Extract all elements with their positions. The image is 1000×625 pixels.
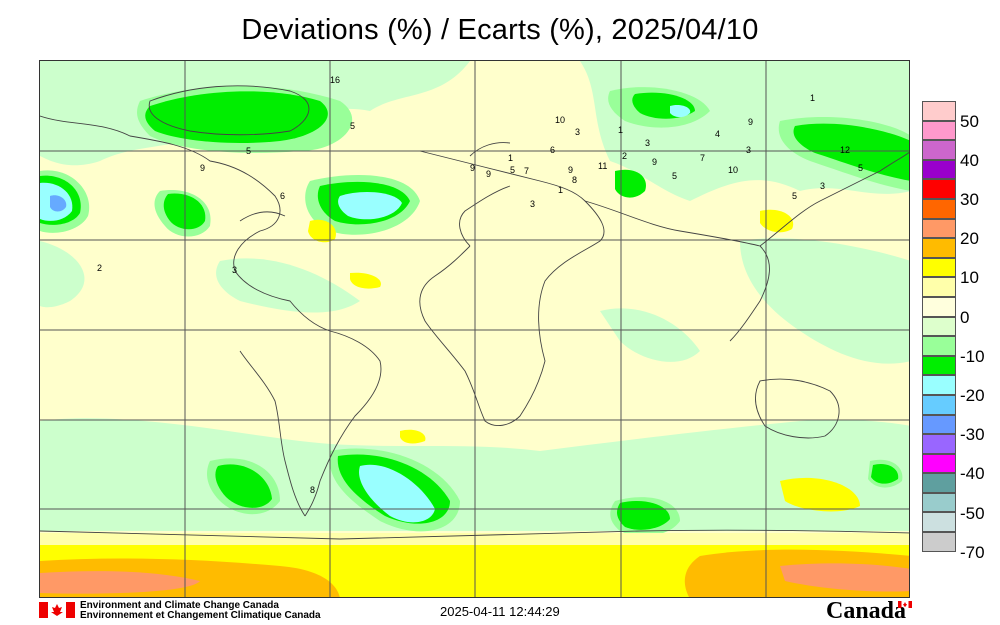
legend-swatch xyxy=(922,453,956,474)
legend-swatch xyxy=(922,414,956,435)
legend-swatch xyxy=(922,238,956,258)
station-value: 12 xyxy=(840,145,850,155)
station-value: 9 xyxy=(652,157,657,167)
color-legend xyxy=(922,101,956,552)
legend-label: 50 xyxy=(960,111,979,131)
station-value: 6 xyxy=(550,145,555,155)
station-value: 2 xyxy=(622,151,627,161)
legend-swatch xyxy=(922,375,956,395)
wordmark-flag-icon xyxy=(898,601,912,608)
legend-swatch xyxy=(922,394,956,415)
legend-label: 10 xyxy=(960,268,979,288)
org-name-fr: Environnement et Changement Climatique C… xyxy=(80,610,321,621)
chart-title: Deviations (%) / Ecarts (%), 2025/04/10 xyxy=(241,14,759,46)
legend-swatch xyxy=(922,532,956,552)
legend-swatch xyxy=(922,179,956,199)
legend-label: -50 xyxy=(960,503,985,523)
legend-label: -10 xyxy=(960,346,985,366)
station-value: 8 xyxy=(310,485,315,495)
station-value: 9 xyxy=(470,163,475,173)
timestamp: 2025-04-11 12:44:29 xyxy=(440,604,560,619)
legend-label: 0 xyxy=(960,307,970,327)
station-value: 1 xyxy=(810,93,815,103)
station-value: 3 xyxy=(232,265,237,275)
station-value: 7 xyxy=(700,153,705,163)
legend-label: 40 xyxy=(960,150,979,170)
legend-label: -30 xyxy=(960,425,985,445)
station-value: 9 xyxy=(568,165,573,175)
legend-label: 20 xyxy=(960,229,979,249)
station-value: 11 xyxy=(598,161,607,171)
legend-label: -40 xyxy=(960,464,985,484)
deviation-map: 16 5 5 9 6 3 2 9 5 1 10 3 1 11 2 3 9 5 7… xyxy=(39,60,910,598)
legend-swatch xyxy=(922,336,956,356)
station-value: 5 xyxy=(792,191,797,201)
station-value: 1 xyxy=(558,185,563,195)
coastlines xyxy=(40,85,909,540)
legend-swatch xyxy=(922,355,956,376)
legend-swatch xyxy=(922,473,956,493)
legend-swatch xyxy=(922,198,956,219)
legend-swatch xyxy=(922,492,956,513)
station-value: 3 xyxy=(645,138,650,148)
station-value: 10 xyxy=(555,115,565,125)
legend-swatch xyxy=(922,296,956,317)
station-value: 5 xyxy=(672,171,677,181)
station-value: 9 xyxy=(200,163,205,173)
legend-label: -20 xyxy=(960,386,985,405)
canada-wordmark: Canada xyxy=(826,598,907,624)
station-value: 3 xyxy=(820,181,825,191)
canada-flag-icon xyxy=(39,602,75,618)
legend-label: 30 xyxy=(960,190,979,209)
station-value: 5 xyxy=(858,163,863,173)
station-value: 5 xyxy=(510,165,515,175)
station-value: 10 xyxy=(728,165,738,175)
blue-area xyxy=(50,195,67,212)
salmon-areas xyxy=(40,563,909,594)
station-value: 8 xyxy=(572,175,577,185)
legend-swatch xyxy=(922,257,956,278)
station-value: 3 xyxy=(530,199,535,209)
station-value: 4 xyxy=(715,129,720,139)
station-value: 5 xyxy=(350,121,355,131)
station-value: 1 xyxy=(618,125,623,135)
station-labels: 16 5 5 9 6 3 2 9 5 1 10 3 1 11 2 3 9 5 7… xyxy=(97,75,863,495)
legend-swatch xyxy=(922,316,956,337)
station-value: 16 xyxy=(330,75,340,85)
legend-swatch xyxy=(922,101,956,121)
legend-label: -70 xyxy=(960,542,985,562)
legend-swatch xyxy=(922,140,956,160)
legend-swatch xyxy=(922,277,956,297)
station-value: 7 xyxy=(524,166,529,176)
yellow-blobs xyxy=(308,209,860,512)
station-value: 9 xyxy=(748,117,753,127)
legend-swatch xyxy=(922,512,956,533)
legend-swatch xyxy=(922,159,956,180)
legend-swatch xyxy=(922,434,956,454)
org-name-en: Environment and Climate Change Canada xyxy=(80,600,279,611)
station-value: 2 xyxy=(97,263,102,273)
station-value: 9 xyxy=(486,169,491,179)
station-value: 3 xyxy=(746,145,751,155)
station-value: 6 xyxy=(280,191,285,201)
station-value: 1 xyxy=(508,153,513,163)
station-value: 5 xyxy=(246,146,251,156)
station-value: 3 xyxy=(575,127,580,137)
legend-swatch xyxy=(922,120,956,141)
legend-swatch xyxy=(922,218,956,239)
